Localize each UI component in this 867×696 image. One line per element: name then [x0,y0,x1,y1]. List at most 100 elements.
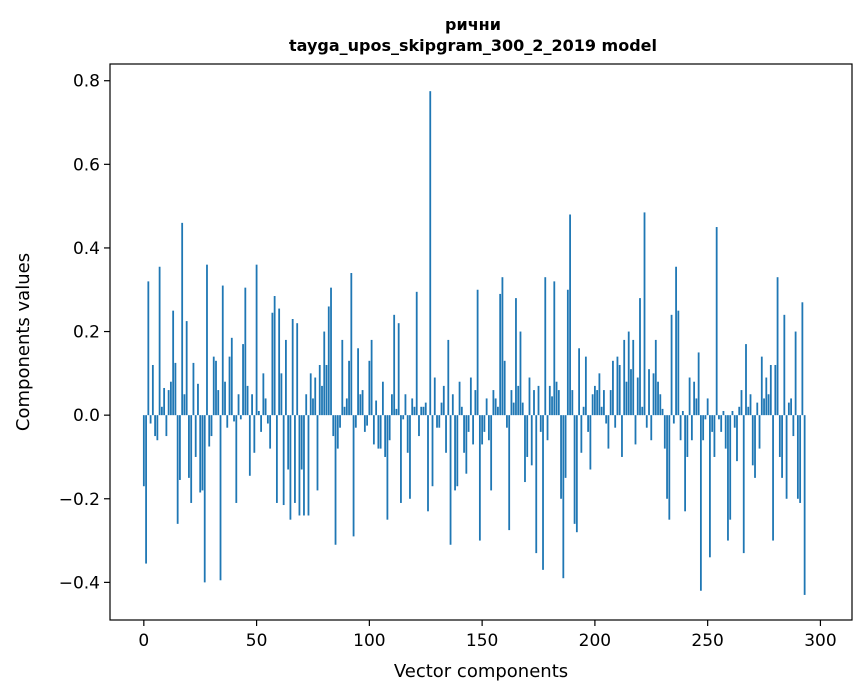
bar-203 [600,406,603,416]
bar-280 [774,364,777,416]
chart-subtitle: tayga_upos_skipgram_300_2_2019 model [289,36,657,55]
bar-117 [406,415,409,453]
bar-20 [188,415,190,478]
bar-7 [158,266,161,416]
bar-249 [704,415,707,420]
bar-52 [260,415,262,432]
bar-228 [657,381,659,416]
bar-202 [598,373,601,416]
bar-244 [693,381,696,416]
bar-89 [343,406,346,416]
bar-91 [348,360,350,416]
bar-224 [648,369,650,416]
bar-122 [418,415,420,437]
bar-11 [167,390,170,416]
bar-113 [397,323,400,416]
bar-99 [366,415,368,426]
bar-252 [711,415,714,432]
bar-38 [228,356,231,416]
bar-257 [722,410,725,416]
bar-186 [562,415,565,579]
bar-147 [474,390,477,416]
x-tick-label: 250 [691,631,723,651]
bar-125 [424,402,427,416]
bar-185 [560,415,562,499]
bar-227 [654,339,657,416]
bar-95 [357,348,359,416]
bar-204 [603,390,605,416]
bar-278 [769,364,772,416]
bar-70 [300,415,303,470]
bar-160 [503,360,506,416]
bar-56 [269,415,272,449]
bar-168 [521,402,524,416]
bar-4 [151,364,154,416]
bar-62 [282,415,285,506]
bar-51 [257,410,260,416]
bar-158 [499,293,502,416]
bar-287 [790,398,792,416]
bar-172 [530,415,533,466]
bar-85 [334,415,337,545]
bar-130 [436,415,438,428]
bar-161 [506,415,508,428]
bar-107 [384,415,387,457]
bar-138 [454,415,456,491]
bar-87 [339,415,341,428]
bar-135 [447,339,450,416]
bar-131 [438,415,441,428]
bar-25 [199,415,202,493]
bar-279 [772,415,774,541]
bar-262 [733,415,736,428]
bar-18 [183,394,186,416]
bar-43 [239,415,242,420]
bar-88 [341,339,344,416]
bar-200 [593,385,596,416]
bar-234 [670,314,673,416]
x-tick-label: 150 [466,631,498,651]
bar-241 [686,415,689,457]
bar-171 [528,377,531,416]
bar-29 [208,415,211,447]
bar-78 [318,364,321,416]
bar-64 [287,415,290,470]
bar-197 [587,415,590,432]
bar-207 [609,390,612,416]
bar-103 [375,400,378,416]
bar-258 [724,415,727,449]
bars-group [142,91,806,595]
bar-176 [539,415,542,432]
bar-223 [645,415,648,428]
bar-81 [325,364,328,416]
bar-8 [160,406,163,416]
bar-254 [715,227,718,416]
bar-79 [321,385,323,416]
bar-184 [557,390,560,416]
bar-265 [740,390,743,416]
bar-209 [614,415,617,428]
bar-191 [573,415,576,524]
bar-84 [332,415,335,437]
bar-97 [361,390,364,416]
bar-266 [742,415,745,554]
bar-13 [172,310,175,416]
bar-179 [546,415,549,441]
bar-31 [212,356,215,416]
bar-75 [312,398,314,416]
bar-69 [298,415,301,516]
bar-291 [799,415,802,503]
bar-194 [580,415,583,453]
bar-17 [181,222,184,416]
x-axis-ticks: 0 50 100 150 200 250 300 [138,620,837,651]
bar-263 [736,415,738,462]
chart-title: рични [445,15,501,34]
bar-199 [591,394,594,416]
bar-246 [697,352,700,416]
bar-201 [596,390,599,416]
bar-132 [440,402,443,416]
bar-2 [147,281,150,416]
bar-28 [206,264,208,416]
y-tick-label: −0.2 [59,490,100,510]
bar-251 [709,415,711,558]
bar-63 [285,339,287,416]
